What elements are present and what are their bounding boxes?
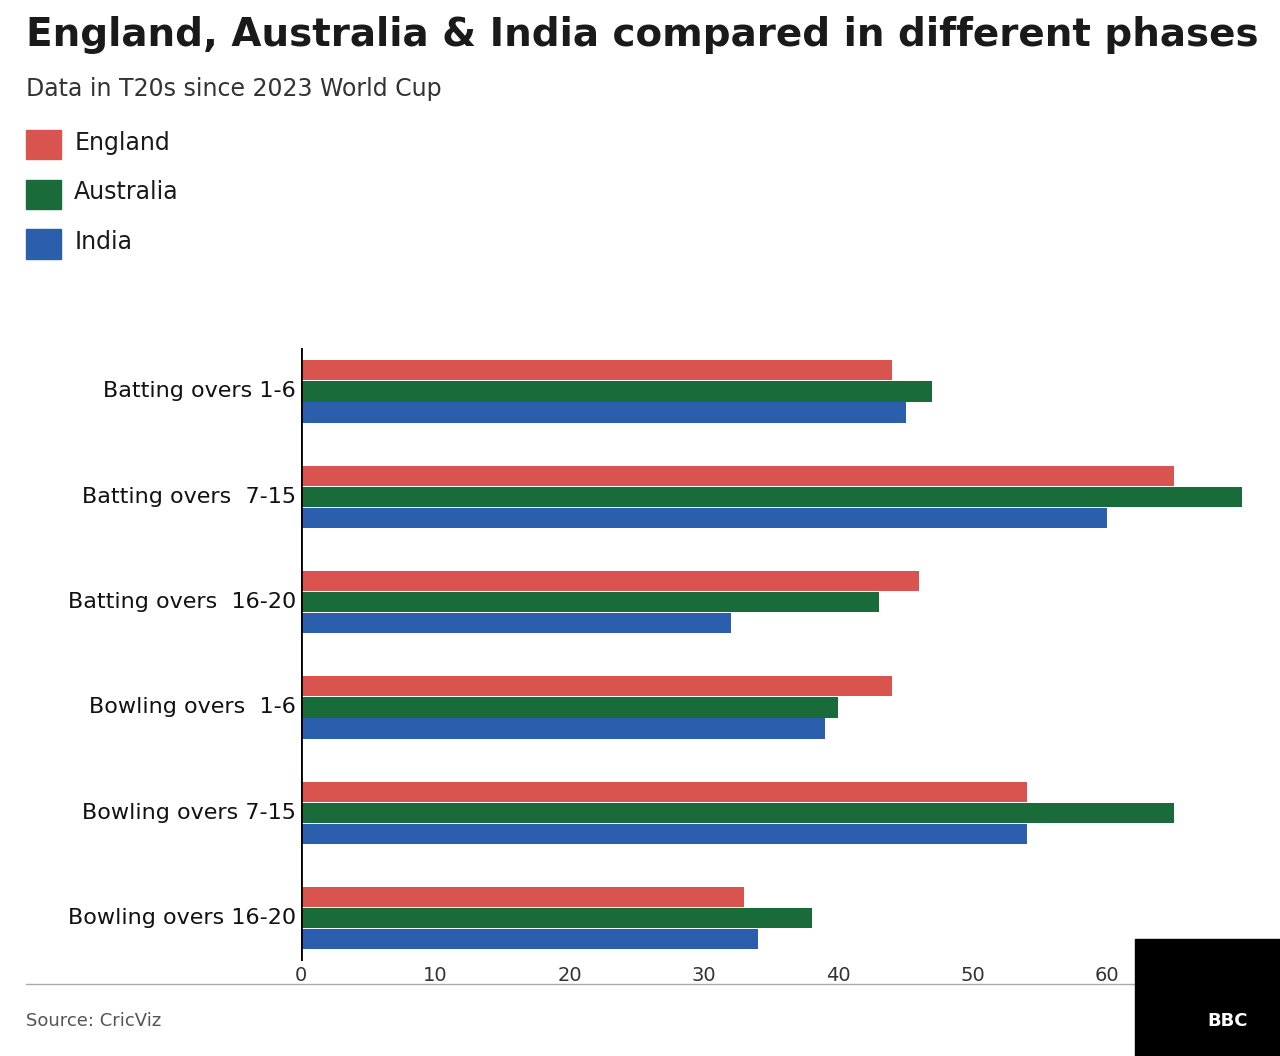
Text: Data in T20s since 2023 World Cup: Data in T20s since 2023 World Cup (26, 77, 442, 101)
Bar (301, 402, 906, 422)
Bar (301, 508, 1107, 528)
Bar (301, 612, 731, 634)
Bar (301, 487, 1242, 507)
Text: Source: CricViz: Source: CricViz (26, 1012, 161, 1030)
Bar (301, 466, 1175, 486)
Bar (301, 381, 932, 401)
Bar (301, 697, 838, 717)
Text: BBC: BBC (1207, 1012, 1248, 1030)
Bar (301, 887, 745, 907)
Bar (301, 676, 892, 697)
Bar (301, 571, 919, 591)
Text: England: England (74, 131, 170, 154)
Bar (301, 781, 1027, 802)
Text: England, Australia & India compared in different phases: England, Australia & India compared in d… (26, 16, 1258, 54)
Bar (301, 824, 1027, 844)
Text: India: India (74, 230, 132, 253)
Bar (301, 803, 1175, 823)
Bar (301, 929, 758, 949)
Bar (301, 908, 812, 928)
Bar (301, 718, 824, 738)
Text: Australia: Australia (74, 181, 179, 204)
Bar (301, 592, 878, 612)
Bar (301, 360, 892, 380)
